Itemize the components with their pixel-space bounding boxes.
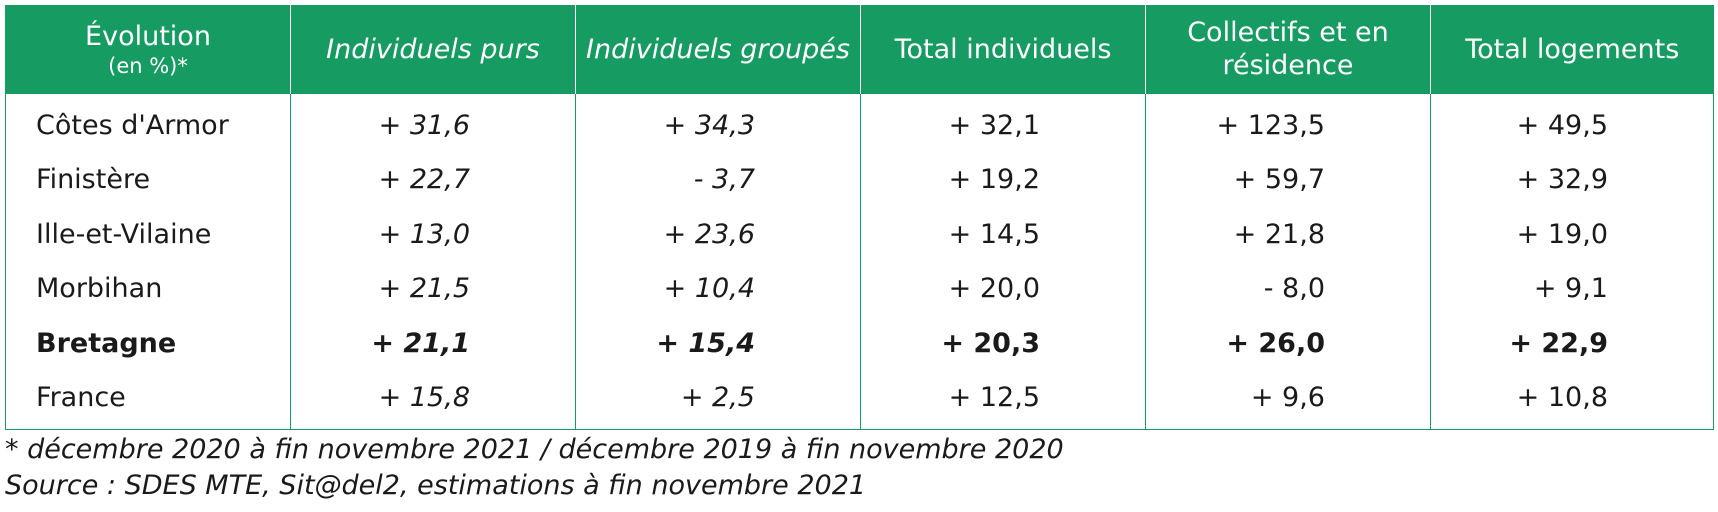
header-evolution-unit: (en %)* [108, 53, 188, 78]
table-row-morbihan: Morbihan + 21,5 + 10,4 + 20,0 - 8,0 + 9,… [5, 261, 1714, 316]
housing-evolution-table: Évolution (en %)* Individuels purs Indiv… [5, 5, 1714, 430]
cell-collectifs-residence: + 59,7 [1145, 152, 1431, 207]
cell-individuels-groupes: + 2,5 [575, 370, 861, 430]
cell-individuels-groupes: + 34,3 [575, 93, 861, 153]
header-total-logements: Total logements [1430, 5, 1714, 94]
cell-total-logements: + 22,9 [1430, 316, 1714, 371]
cell-total-individuels: + 20,3 [860, 316, 1146, 371]
cell-collectifs-residence: + 26,0 [1145, 316, 1431, 371]
table-body: Côtes d'Armor + 31,6 + 34,3 + 32,1 + 123… [5, 93, 1714, 430]
row-name: Finistère [5, 152, 291, 207]
table-row-finistere: Finistère + 22,7 - 3,7 + 19,2 + 59,7 + 3… [5, 152, 1714, 207]
cell-collectifs-residence: + 123,5 [1145, 93, 1431, 153]
cell-individuels-groupes: + 23,6 [575, 207, 861, 262]
source-note: Source : SDES MTE, Sit@del2, estimations… [5, 470, 867, 501]
header-evolution: Évolution (en %)* [5, 5, 291, 94]
header-evolution-title: Évolution [85, 20, 211, 52]
cell-total-individuels: + 32,1 [860, 93, 1146, 153]
table-row-bretagne: Bretagne + 21,1 + 15,4 + 20,3 + 26,0 + 2… [5, 316, 1714, 371]
row-name: France [5, 370, 291, 430]
footnote: * décembre 2020 à fin novembre 2021 / dé… [5, 434, 1064, 465]
header-total-individuels: Total individuels [860, 5, 1146, 94]
cell-collectifs-residence: - 8,0 [1145, 261, 1431, 316]
cell-individuels-groupes: + 15,4 [575, 316, 861, 371]
cell-total-logements: + 19,0 [1430, 207, 1714, 262]
row-name: Ille-et-Vilaine [5, 207, 291, 262]
table-row-ille-et-vilaine: Ille-et-Vilaine + 13,0 + 23,6 + 14,5 + 2… [5, 207, 1714, 262]
cell-total-logements: + 32,9 [1430, 152, 1714, 207]
row-name: Bretagne [5, 316, 291, 371]
cell-individuels-purs: + 15,8 [290, 370, 576, 430]
table-row-france: France + 15,8 + 2,5 + 12,5 + 9,6 + 10,8 [5, 370, 1714, 430]
cell-collectifs-residence: + 21,8 [1145, 207, 1431, 262]
cell-individuels-groupes: - 3,7 [575, 152, 861, 207]
cell-total-individuels: + 19,2 [860, 152, 1146, 207]
table-header: Évolution (en %)* Individuels purs Indiv… [5, 5, 1714, 94]
cell-individuels-purs: + 22,7 [290, 152, 576, 207]
housing-evolution-table-container: Évolution (en %)* Individuels purs Indiv… [5, 5, 1714, 430]
cell-total-logements: + 49,5 [1430, 93, 1714, 153]
row-name: Côtes d'Armor [5, 93, 291, 153]
header-row: Évolution (en %)* Individuels purs Indiv… [5, 5, 1714, 94]
cell-total-individuels: + 14,5 [860, 207, 1146, 262]
table-row-cotes-armor: Côtes d'Armor + 31,6 + 34,3 + 32,1 + 123… [5, 93, 1714, 153]
cell-individuels-purs: + 21,1 [290, 316, 576, 371]
cell-total-logements: + 10,8 [1430, 370, 1714, 430]
cell-total-individuels: + 12,5 [860, 370, 1146, 430]
cell-total-logements: + 9,1 [1430, 261, 1714, 316]
cell-individuels-purs: + 13,0 [290, 207, 576, 262]
header-collectifs-residence: Collectifs et en résidence [1145, 5, 1431, 94]
header-individuels-purs: Individuels purs [290, 5, 576, 94]
header-individuels-groupes: Individuels groupés [575, 5, 861, 94]
row-name: Morbihan [5, 261, 291, 316]
cell-collectifs-residence: + 9,6 [1145, 370, 1431, 430]
cell-total-individuels: + 20,0 [860, 261, 1146, 316]
table-notes: * décembre 2020 à fin novembre 2021 / dé… [5, 432, 1064, 504]
cell-individuels-purs: + 21,5 [290, 261, 576, 316]
cell-individuels-purs: + 31,6 [290, 93, 576, 153]
cell-individuels-groupes: + 10,4 [575, 261, 861, 316]
